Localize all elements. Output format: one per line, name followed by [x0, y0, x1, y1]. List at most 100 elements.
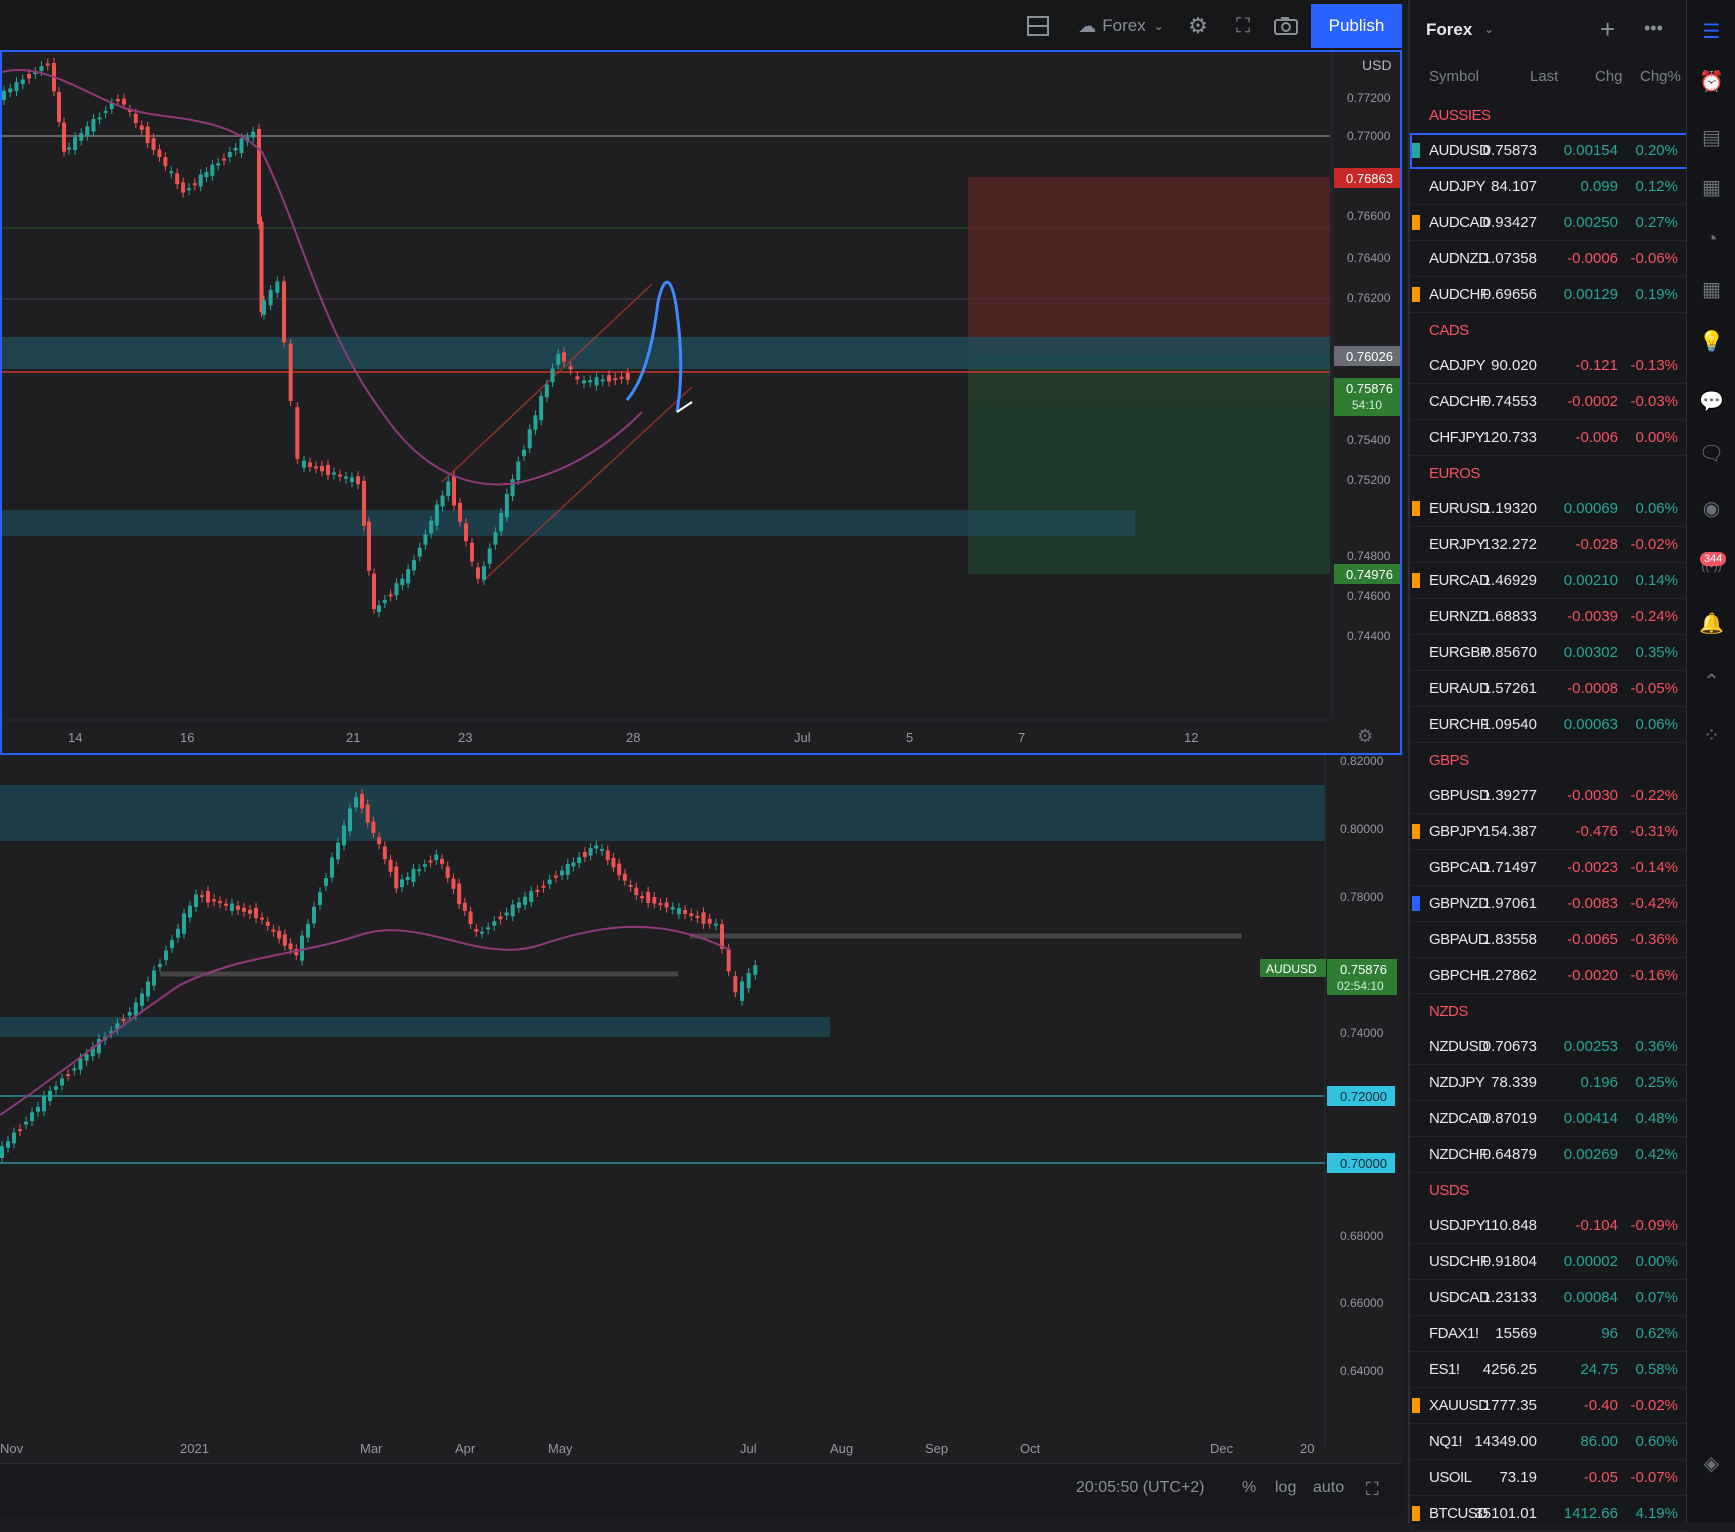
flag-icon[interactable] [1412, 143, 1420, 158]
clock-icon[interactable]: ◔ [1705, 228, 1718, 250]
watchlist-row-gbpaud[interactable]: GBPAUD 1.83558 -0.0065 -0.36% [1410, 922, 1688, 958]
channel-lower[interactable] [481, 386, 693, 583]
watchlist-group-header[interactable]: AUSSIES [1429, 107, 1491, 124]
watchlist-row-euraud[interactable]: EURAUD 1.57261 -0.0008 -0.05% [1410, 671, 1688, 707]
watchlist-row-cadjpy[interactable]: CADJPY 90.020 -0.121 -0.13% [1410, 348, 1688, 384]
watchlist-row-usdcad[interactable]: USDCAD 1.23133 0.00084 0.07% [1410, 1280, 1688, 1316]
watchlist-icon[interactable]: ☰ [1702, 21, 1721, 43]
watchlist-row-usdjpy[interactable]: USDJPY 110.848 -0.104 -0.09% [1410, 1208, 1688, 1244]
lightbulb-icon[interactable]: 💡 [1699, 331, 1724, 353]
watchlist-row-usoil[interactable]: USOIL 73.19 -0.05 -0.07% [1410, 1460, 1688, 1496]
layers-icon[interactable]: ◈ [1703, 1453, 1720, 1475]
fullscreen-icon[interactable]: ⛶ [1366, 1479, 1379, 1499]
comment-icon[interactable]: 🗨 [1698, 443, 1725, 465]
price-axis[interactable]: 0.82000 0.80000 0.78000 0.74000 0.68000 0.660… [1340, 755, 1384, 1378]
auto-toggle[interactable]: auto [1313, 1479, 1345, 1496]
watchlist-row-eurjpy[interactable]: EURJPY 132.272 -0.028 -0.02% [1410, 527, 1688, 563]
clock-time[interactable]: 20:05:50 (UTC+2) [1076, 1479, 1205, 1496]
watchlist-row-gbpnzd[interactable]: GBPNZD 1.97061 -0.0083 -0.42% [1410, 886, 1688, 922]
take-profit-zone[interactable] [968, 354, 1330, 574]
axis-settings-icon[interactable]: ⚙ [1357, 726, 1373, 746]
main-chart-canvas[interactable]: 0.772000.770000.766000.764000.762000.756… [2, 52, 1400, 753]
cloud-save-button[interactable]: ☁ Forex ⌄ [1066, 8, 1176, 44]
log-toggle[interactable]: log [1275, 1479, 1297, 1496]
watchlist-row-gbpcad[interactable]: GBPCAD 1.71497 -0.0023 -0.14% [1410, 850, 1688, 886]
watchlist-row-audcad[interactable]: AUDCAD 0.93427 0.00250 0.27% [1410, 205, 1688, 241]
apps-icon[interactable]: ⁘ [1703, 725, 1720, 747]
chat-icon[interactable]: 💬 [1699, 391, 1724, 413]
flag-icon[interactable] [1412, 1506, 1420, 1521]
flag-icon[interactable] [1412, 824, 1420, 839]
time-axis[interactable]: 14 16 21 23 28 Jul 5 7 12 [68, 730, 1198, 745]
column-last[interactable]: Last [1530, 68, 1559, 85]
fullscreen-button[interactable]: ⛶ [1225, 8, 1261, 44]
watchlist-row-gbpjpy[interactable]: GBPJPY 154.387 -0.476 -0.31% [1410, 814, 1688, 850]
settings-button[interactable]: ⚙ [1180, 8, 1216, 44]
more-icon[interactable]: ••• [1644, 18, 1663, 38]
watchlist-row-nzdusd[interactable]: NZDUSD 0.70673 0.00253 0.36% [1410, 1029, 1688, 1065]
watchlist-row-gbpchf[interactable]: GBPCHF 1.27862 -0.0020 -0.16% [1410, 958, 1688, 994]
column-symbol[interactable]: Symbol [1429, 68, 1480, 85]
flag-icon[interactable] [1412, 573, 1420, 588]
watchlist-group-header[interactable]: GBPS [1429, 752, 1469, 769]
add-symbol-icon[interactable]: + [1600, 14, 1616, 44]
watchlist-row-audjpy[interactable]: AUDJPY 84.107 0.099 0.12% [1410, 169, 1688, 205]
watchlist-title[interactable]: Forex [1426, 20, 1473, 39]
alarm-clock-icon[interactable]: ⏰ [1699, 71, 1724, 93]
watchlist-row-eurchf[interactable]: EURCHF 1.09540 0.00063 0.06% [1410, 707, 1688, 743]
column-chg[interactable]: Chg [1595, 68, 1623, 85]
watchlist-row-eurnzd[interactable]: EURNZD 1.68833 -0.0039 -0.24% [1410, 599, 1688, 635]
trend-icon[interactable]: ⌃ [1703, 671, 1720, 693]
watchlist-row-nq1[interactable]: NQ1! 14349.00 86.00 0.60% [1410, 1424, 1688, 1460]
support-zone[interactable] [0, 1017, 830, 1037]
calendar-list-icon[interactable]: ▦ [1702, 177, 1721, 199]
watchlist-row-es1[interactable]: ES1! 4256.25 24.75 0.58% [1410, 1352, 1688, 1388]
flag-icon[interactable] [1412, 896, 1420, 911]
layout-button[interactable] [1020, 8, 1056, 44]
flag-icon[interactable] [1412, 1398, 1420, 1413]
watchlist-row-audnzd[interactable]: AUDNZD 1.07358 -0.0006 -0.06% [1410, 241, 1688, 277]
watchlist-group-header[interactable]: EUROS [1429, 465, 1480, 482]
watchlist-row-fdax1[interactable]: FDAX1! 15569 96 0.62% [1410, 1316, 1688, 1352]
snapshot-button[interactable] [1268, 8, 1304, 44]
watchlist-row-nzdcad[interactable]: NZDCAD 0.87019 0.00414 0.48% [1410, 1101, 1688, 1137]
time-axis[interactable]: Nov 2021 Mar Apr May Jul Aug Sep Oct Dec 20 [0, 1441, 1314, 1456]
watchlist-row-eurgbp[interactable]: EURGBP 0.85670 0.00302 0.35% [1410, 635, 1688, 671]
secondary-chart-canvas[interactable]: 0.82000 0.80000 0.78000 0.74000 0.68000 0.660… [0, 755, 1402, 1463]
watchlist-row-nzdjpy[interactable]: NZDJPY 78.339 0.196 0.25% [1410, 1065, 1688, 1101]
currency-label[interactable]: USD [1362, 57, 1392, 73]
percent-toggle[interactable]: % [1242, 1479, 1257, 1496]
flag-icon[interactable] [1412, 501, 1420, 516]
watchlist-row-cadchf[interactable]: CADCHF 0.74553 -0.0002 -0.03% [1410, 384, 1688, 420]
watchlist-row-eurusd[interactable]: EURUSD 1.19320 0.00069 0.06% [1410, 491, 1688, 527]
demand-zone[interactable] [2, 510, 1135, 536]
watchlist-row-chfjpy[interactable]: CHFJPY 120.733 -0.006 0.00% [1410, 420, 1688, 456]
watchlist-group-header[interactable]: CADS [1429, 322, 1469, 339]
candle [575, 376, 580, 380]
watchlist-group-header[interactable]: USDS [1429, 1182, 1469, 1199]
watchlist-row-gbpusd[interactable]: GBPUSD 1.39277 -0.0030 -0.22% [1410, 778, 1688, 814]
notifications-icon[interactable]: ◉ [1702, 498, 1721, 520]
watchlist-group-header[interactable]: NZDS [1429, 1003, 1468, 1020]
flag-icon[interactable] [1412, 287, 1420, 302]
resistance-zone[interactable] [0, 785, 1325, 841]
chevron-down-icon[interactable]: ⌄ [1484, 22, 1495, 36]
watchlist-row-xauusd[interactable]: XAUUSD 1777.35 -0.40 -0.02% [1410, 1388, 1688, 1424]
drawing-curve[interactable] [625, 280, 683, 413]
watchlist-row-nzdchf[interactable]: NZDCHF 0.64879 0.00269 0.42% [1410, 1137, 1688, 1173]
main-chart-pane[interactable]: 0.772000.770000.766000.764000.762000.756… [0, 50, 1402, 755]
flag-icon[interactable] [1412, 215, 1420, 230]
grid-calendar-icon[interactable]: ▦ [1702, 279, 1721, 301]
supply-zone[interactable] [2, 337, 1330, 369]
secondary-chart-pane[interactable]: 0.82000 0.80000 0.78000 0.74000 0.68000 0.660… [0, 755, 1402, 1463]
watchlist-row-btcusd[interactable]: BTCUSD 35101.01 1412.66 4.19% [1410, 1496, 1688, 1532]
watchlist-row-audchf[interactable]: AUDCHF 0.69656 0.00129 0.19% [1410, 277, 1688, 313]
news-icon[interactable]: ▤ [1702, 127, 1721, 149]
watchlist-row-eurcad[interactable]: EURCAD 1.46929 0.00210 0.14% [1410, 563, 1688, 599]
watchlist-row-usdchf[interactable]: USDCHF 0.91804 0.00002 0.00% [1410, 1244, 1688, 1280]
drawing-hook[interactable] [676, 401, 693, 413]
column-chgp[interactable]: Chg% [1640, 68, 1681, 85]
publish-button[interactable]: Publish [1311, 4, 1402, 48]
bell-icon[interactable]: 🔔 [1699, 613, 1724, 635]
watchlist-row-audusd[interactable]: AUDUSD 0.75873 0.00154 0.20% [1410, 133, 1688, 169]
